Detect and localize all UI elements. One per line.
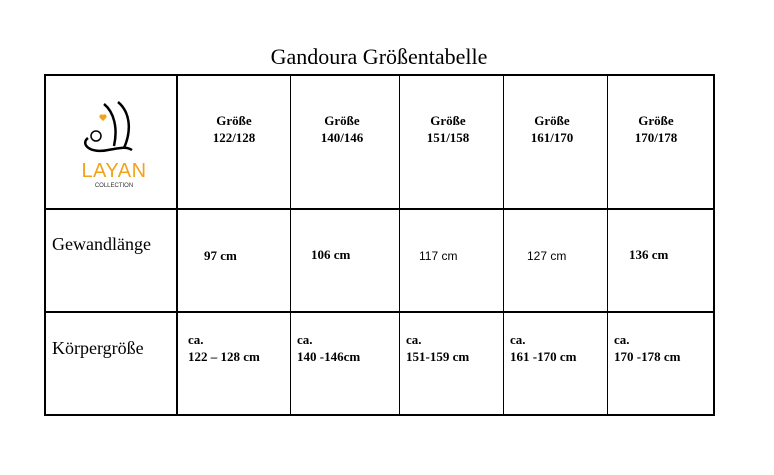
height-cell: ca. 170 -178 cm — [614, 332, 681, 364]
logo-sub: COLLECTION — [94, 183, 134, 189]
page-title: Gandoura Größentabelle — [270, 44, 488, 69]
header-cell: Größe 151/158 — [426, 113, 470, 145]
divider — [46, 311, 713, 313]
length-cell: 127 cm — [527, 249, 567, 263]
size-table: LAYAN COLLECTION Größe 122/128 Größe 140/1… — [44, 74, 715, 416]
height-cell: ca. 122 – 128 cm — [188, 332, 260, 364]
divider — [290, 76, 291, 414]
height-cell: ca. 161 -170 cm — [510, 332, 577, 364]
header-cell: Größe 140/146 — [320, 113, 364, 145]
layan-logo: LAYAN COLLECTION — [74, 98, 154, 198]
divider — [176, 76, 178, 414]
height-cell: ca. 140 -146cm — [297, 332, 361, 364]
divider — [607, 76, 608, 414]
divider — [503, 76, 504, 414]
length-cell: 106 cm — [311, 247, 351, 262]
divider — [46, 208, 713, 210]
header-cell: Größe 170/178 — [634, 113, 678, 145]
height-cell: ca. 151-159 cm — [406, 332, 470, 364]
header-cell: Größe 122/128 — [212, 113, 256, 145]
length-cell: 117 cm — [419, 249, 458, 263]
row-label-koerpergroesse: Körpergröße — [52, 338, 144, 358]
length-cell: 136 cm — [629, 247, 669, 262]
logo-brand: LAYAN — [81, 160, 147, 182]
length-cell: 97 cm — [204, 248, 237, 263]
calligraphy-logo-icon — [84, 101, 133, 153]
header-cell: Größe 161/170 — [530, 113, 574, 145]
divider — [399, 76, 400, 414]
row-label-gewandlaenge: Gewandlänge — [52, 234, 151, 254]
